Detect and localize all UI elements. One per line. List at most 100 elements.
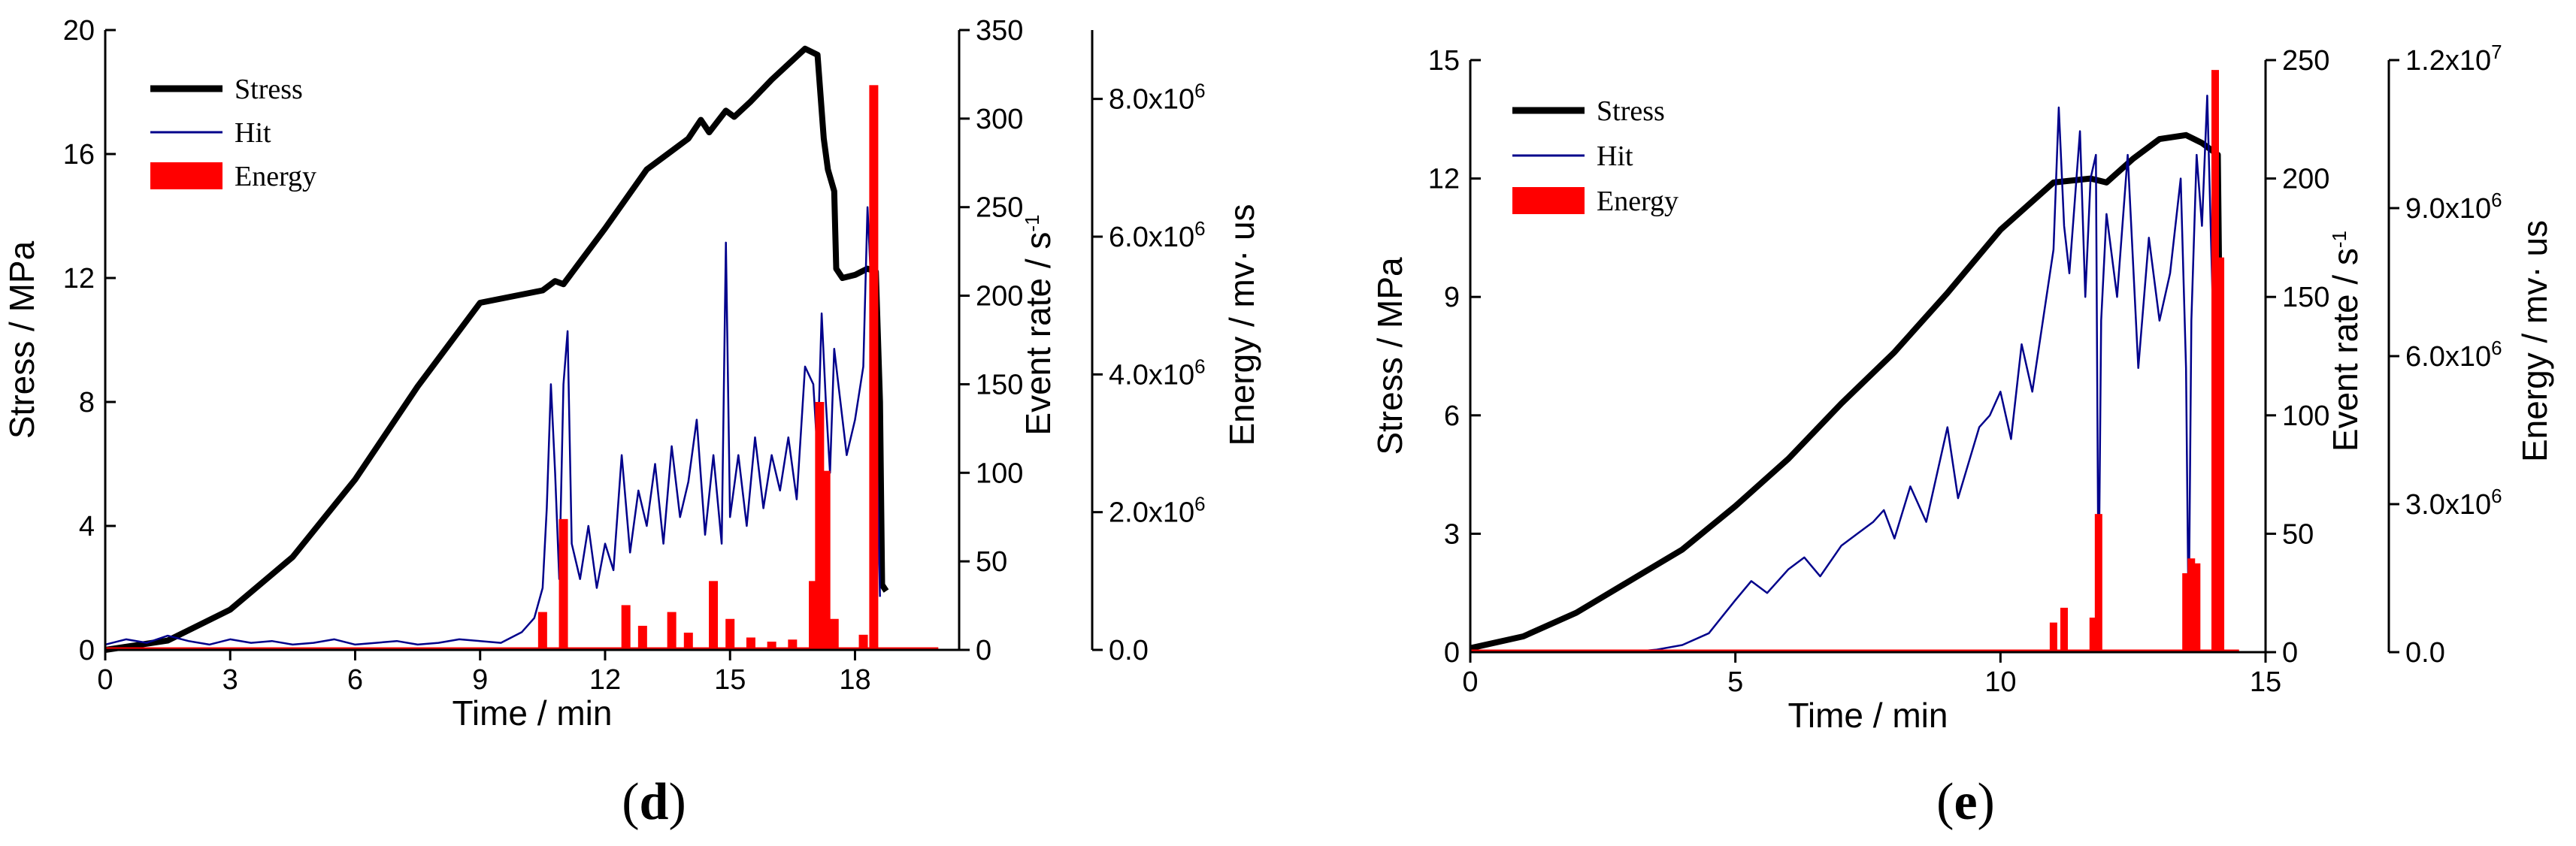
energy-bar: [2211, 70, 2219, 653]
legend-label-stress: Stress: [235, 74, 303, 105]
x-tick-label: 0: [1462, 666, 1478, 698]
x-tick-label: 18: [839, 664, 870, 696]
event-rate-tick-label: 50: [976, 546, 1007, 578]
series-energy: [105, 85, 939, 651]
panel-label: (e): [1936, 773, 1995, 831]
stress-axis-title: Stress / MPa: [1370, 257, 1409, 455]
energy-bar: [667, 612, 677, 650]
energy-bar: [725, 618, 735, 650]
event-rate-tick-label: 250: [976, 192, 1023, 224]
energy-bar: [829, 618, 839, 650]
legend-swatch-energy: [150, 162, 222, 189]
energy-bar: [2187, 558, 2196, 652]
event-rate-tick-label: 0: [976, 635, 991, 666]
series-hit: [1470, 95, 2218, 654]
energy-tick-label: 9.0x106: [2405, 189, 2502, 225]
legend-label-stress: Stress: [1597, 95, 1665, 127]
series-stress: [104, 45, 889, 653]
energy-bar: [2182, 573, 2190, 652]
panel-label: (d): [622, 773, 686, 831]
event-rate-tick-label: 200: [976, 281, 1023, 313]
hit-line: [104, 206, 881, 646]
stress-tick-label: 16: [63, 139, 95, 171]
event-rate-tick-label: 250: [2282, 45, 2329, 77]
event-rate-tick-label: 100: [2282, 400, 2329, 432]
energy-bar: [621, 605, 631, 650]
chart-panel-e: 0 5 10 15 Time / min 0 3 6 9 12 15 Stress / MPa 0 50 1…: [1370, 41, 2554, 831]
event-rate-tick-label: 200: [2282, 164, 2329, 195]
energy-bar: [2060, 607, 2068, 652]
energy-tick-label: 6.0x106: [1109, 217, 1206, 253]
energy-tick-label: 1.2x107: [2405, 41, 2502, 77]
stress-tick-label: 6: [1444, 400, 1460, 432]
event-rate-axis-title: Event rate / s-1: [1019, 214, 1058, 435]
event-rate-axis-title: Event rate / s-1: [2326, 231, 2365, 452]
stress-tick-label: 12: [1428, 164, 1460, 195]
legend: Stress Hit Energy: [150, 74, 316, 192]
energy-bar: [858, 634, 868, 650]
energy-bar: [767, 642, 776, 650]
energy-bar: [537, 612, 547, 650]
energy-tick-label: 8.0x106: [1109, 80, 1206, 116]
x-tick-label: 6: [347, 664, 363, 696]
x-tick-label: 9: [472, 664, 488, 696]
event-rate-tick-label: 150: [2282, 282, 2329, 313]
hit-line: [1470, 95, 2218, 654]
energy-bar: [2193, 563, 2201, 652]
stress-tick-label: 20: [63, 15, 95, 47]
energy-bar: [683, 633, 693, 650]
energy-bar: [821, 470, 831, 650]
x-tick-label: 0: [97, 664, 113, 696]
legend-label-energy: Energy: [1597, 186, 1678, 217]
stress-axis-title: Stress / MPa: [2, 240, 41, 439]
energy-bar: [709, 581, 719, 650]
x-tick-label: 15: [714, 664, 746, 696]
energy-bar: [637, 625, 647, 650]
stress-tick-label: 3: [1444, 518, 1460, 550]
energy-bar: [558, 518, 568, 650]
x-tick-label: 15: [2250, 666, 2281, 698]
legend-label-energy: Energy: [235, 161, 316, 192]
energy-axis-title: Energy / mv· us: [1222, 204, 1261, 446]
series-energy: [1470, 70, 2239, 653]
stress-tick-label: 0: [79, 635, 95, 666]
x-tick-label: 3: [222, 664, 238, 696]
energy-bar: [2089, 618, 2097, 652]
energy-tick-label: 6.0x106: [2405, 337, 2502, 373]
x-tick-label: 10: [1984, 666, 2016, 698]
energy-axis-title: Energy / mv· us: [2515, 220, 2554, 462]
event-rate-tick-label: 300: [976, 104, 1023, 135]
energy-tick-label: 0.0: [1109, 635, 1149, 666]
stress-line: [1470, 131, 2223, 651]
event-rate-tick-label: 100: [976, 458, 1023, 489]
energy-tick-label: 0.0: [2405, 637, 2445, 669]
legend: Stress Hit Energy: [1512, 95, 1678, 217]
energy-bar: [869, 85, 879, 651]
event-rate-tick-label: 50: [2282, 518, 2314, 550]
stress-tick-label: 0: [1444, 637, 1460, 669]
energy-bar: [2217, 257, 2225, 653]
stress-tick-label: 8: [79, 387, 95, 418]
energy-tick-label: 3.0x106: [2405, 485, 2502, 521]
stress-tick-label: 15: [1428, 45, 1460, 77]
event-rate-tick-label: 0: [2282, 637, 2298, 669]
event-rate-tick-label: 350: [976, 15, 1023, 47]
x-axis-title: Time / min: [453, 693, 613, 733]
energy-bar: [2094, 514, 2102, 652]
x-tick-label: 12: [589, 664, 621, 696]
legend-label-hit: Hit: [235, 117, 271, 149]
stress-line: [104, 45, 889, 653]
stress-tick-label: 12: [63, 263, 95, 295]
event-rate-tick-label: 150: [976, 369, 1023, 400]
chart-panel-d: 0 3 6 9 12 15 18 Time / min 0 4 8 12 16 20 Stress / MP…: [2, 15, 1261, 831]
energy-bar: [746, 637, 755, 650]
x-tick-label: 5: [1727, 666, 1743, 698]
stress-tick-label: 4: [79, 511, 95, 542]
legend-label-hit: Hit: [1597, 140, 1633, 172]
energy-tick-label: 4.0x106: [1109, 355, 1206, 391]
legend-swatch-energy: [1512, 187, 1585, 214]
series-hit: [104, 206, 881, 646]
series-stress: [1470, 131, 2223, 651]
energy-tick-label: 2.0x106: [1109, 493, 1206, 529]
